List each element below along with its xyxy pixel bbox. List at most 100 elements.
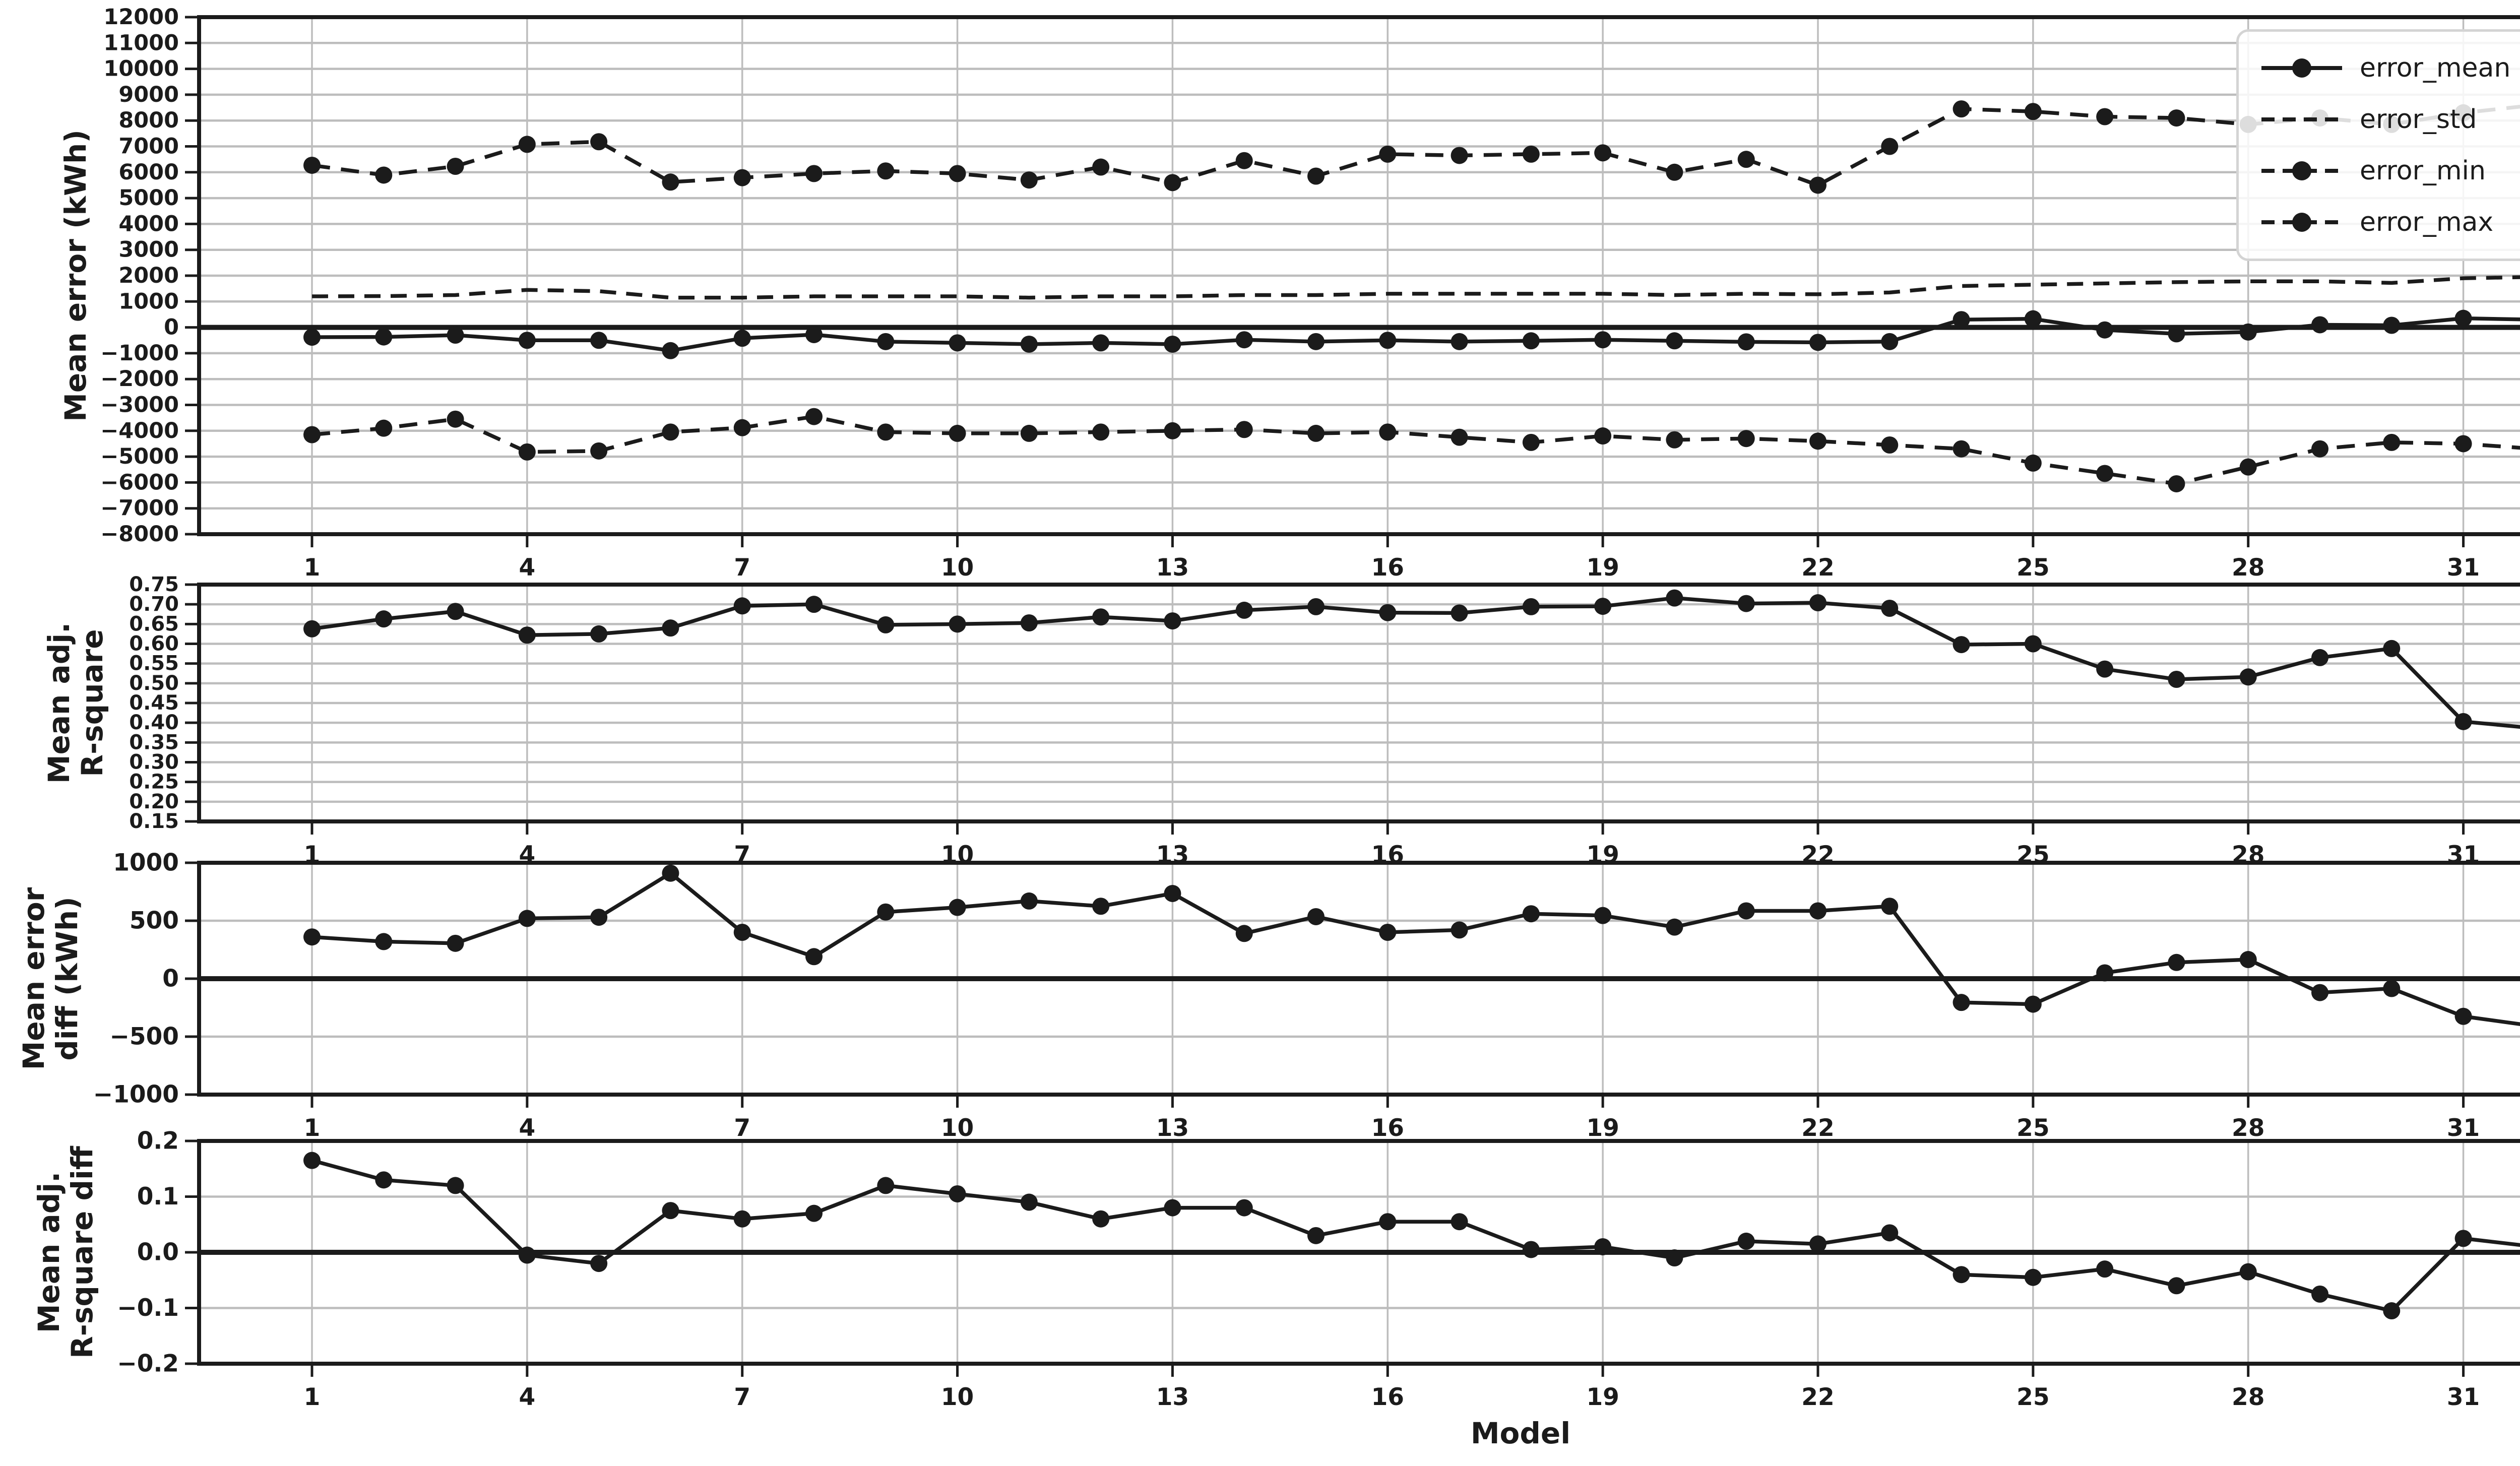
y-axis-label-line: Mean adj. bbox=[42, 622, 76, 784]
data-point-mean_error_diff bbox=[518, 910, 536, 927]
data-point-mean_error_diff bbox=[1881, 898, 1899, 915]
series-line-error_max bbox=[311, 104, 2520, 187]
data-point-mean_adj_r_square_diff bbox=[303, 1152, 321, 1169]
data-point-adj_r_square_mean bbox=[805, 596, 823, 613]
data-point-error_max bbox=[1379, 145, 1397, 163]
y-tick-label: −8000 bbox=[100, 522, 179, 547]
legend-label: error_min bbox=[2360, 156, 2486, 186]
data-point-error_min bbox=[303, 426, 321, 443]
data-point-adj_r_square_mean bbox=[1594, 598, 1612, 615]
y-tick-label: −7000 bbox=[100, 496, 179, 521]
y-tick-label: −3000 bbox=[100, 393, 179, 418]
legend-sample-marker bbox=[2292, 58, 2311, 78]
x-tick-label: 25 bbox=[2017, 1383, 2049, 1411]
data-point-error_mean bbox=[2383, 316, 2401, 334]
x-tick-label: 1 bbox=[304, 1114, 321, 1142]
data-point-error_mean bbox=[949, 334, 966, 352]
data-point-error_max bbox=[949, 165, 966, 182]
legend-sample-1 bbox=[2261, 117, 2342, 121]
data-point-error_mean bbox=[447, 326, 464, 344]
x-tick-label: 16 bbox=[1371, 1383, 1404, 1411]
data-point-mean_adj_r_square_diff bbox=[1809, 1235, 1826, 1253]
y-tick-label: −1000 bbox=[100, 341, 179, 366]
data-point-error_max bbox=[1092, 158, 1110, 176]
data-point-mean_error_diff bbox=[1666, 918, 1683, 936]
data-point-adj_r_square_mean bbox=[447, 603, 464, 620]
data-point-mean_adj_r_square_diff bbox=[1522, 1241, 1540, 1258]
y-tick-label: −500 bbox=[110, 1023, 179, 1051]
data-point-mean_error_diff bbox=[1379, 924, 1397, 941]
data-point-error_min bbox=[1379, 423, 1397, 441]
data-point-mean_error_diff bbox=[2168, 953, 2185, 971]
data-point-error_min bbox=[1952, 440, 1970, 458]
data-point-error_mean bbox=[1522, 332, 1540, 350]
data-point-error_max bbox=[733, 169, 751, 186]
data-point-error_max bbox=[590, 133, 608, 151]
data-point-error_mean bbox=[2311, 316, 2328, 334]
data-point-mean_error_diff bbox=[1307, 908, 1325, 925]
data-point-error_max bbox=[303, 156, 321, 174]
data-point-adj_r_square_mean bbox=[2168, 671, 2185, 688]
y-tick-label: 6000 bbox=[118, 160, 179, 185]
data-point-mean_adj_r_square_diff bbox=[2168, 1277, 2185, 1295]
data-point-error_mean bbox=[1666, 332, 1683, 350]
y-tick-label: 0 bbox=[164, 315, 179, 340]
data-point-mean_error_diff bbox=[1522, 905, 1540, 923]
data-point-adj_r_square_mean bbox=[1881, 600, 1899, 617]
data-point-mean_error_diff bbox=[1952, 994, 1970, 1011]
data-point-error_mean bbox=[1737, 333, 1755, 351]
subplot-4: 0.20.10.0−0.1−0.2147101316192225283134 bbox=[117, 1127, 2520, 1411]
data-point-error_max bbox=[1881, 138, 1899, 155]
data-point-error_max bbox=[375, 166, 393, 184]
y-axis-label-line: Mean adj. bbox=[32, 1171, 66, 1333]
data-point-adj_r_square_mean bbox=[949, 615, 966, 633]
x-tick-label: 4 bbox=[519, 554, 536, 582]
legend-sample-marker bbox=[2292, 213, 2311, 232]
data-point-mean_adj_r_square_diff bbox=[1952, 1266, 1970, 1284]
y-tick-label: 10000 bbox=[103, 56, 179, 82]
y-tick-label: 11000 bbox=[103, 30, 179, 55]
data-point-mean_error_diff bbox=[662, 864, 679, 882]
data-point-adj_r_square_mean bbox=[1666, 589, 1683, 607]
y-tick-label: 7000 bbox=[118, 134, 179, 159]
x-tick-label: 13 bbox=[1156, 554, 1189, 582]
data-point-mean_error_diff bbox=[447, 934, 464, 952]
y-tick-label: 0 bbox=[162, 965, 179, 993]
data-point-mean_adj_r_square_diff bbox=[1092, 1210, 1110, 1228]
data-point-mean_error_diff bbox=[1451, 921, 1468, 939]
y-tick-label: 0.50 bbox=[129, 672, 179, 695]
data-point-error_min bbox=[518, 443, 536, 461]
data-point-adj_r_square_mean bbox=[518, 626, 536, 644]
data-point-mean_error_diff bbox=[1092, 898, 1110, 915]
series-line-mean_error_diff bbox=[311, 871, 2520, 1026]
data-point-error_min bbox=[590, 442, 608, 460]
data-point-mean_adj_r_square_diff bbox=[1594, 1238, 1612, 1255]
legend-sample-0 bbox=[2261, 58, 2342, 78]
x-tick-label: 4 bbox=[519, 1114, 536, 1142]
x-tick-label: 22 bbox=[1801, 1383, 1834, 1411]
data-point-mean_adj_r_square_diff bbox=[1881, 1224, 1899, 1242]
legend-label: error_max bbox=[2360, 207, 2494, 237]
y-tick-label: 0.70 bbox=[129, 593, 179, 616]
y-tick-label: 500 bbox=[130, 907, 179, 935]
legend-item-error-std: error_std bbox=[2259, 97, 2520, 142]
data-point-error_min bbox=[662, 423, 679, 441]
y-tick-label: 0.25 bbox=[129, 771, 179, 794]
data-point-error_mean bbox=[1092, 334, 1110, 352]
y-tick-label: 0.60 bbox=[129, 632, 179, 656]
x-tick-label: 19 bbox=[1586, 1383, 1619, 1411]
data-point-adj_r_square_mean bbox=[2024, 635, 2042, 653]
data-point-mean_adj_r_square_diff bbox=[2096, 1260, 2114, 1278]
data-point-error_mean bbox=[877, 333, 895, 350]
legend-label: error_std bbox=[2360, 104, 2477, 135]
data-point-adj_r_square_mean bbox=[590, 625, 608, 643]
legend-item-error-min: error_min bbox=[2259, 149, 2520, 193]
data-point-error_mean bbox=[518, 332, 536, 349]
data-point-error_mean bbox=[805, 326, 823, 343]
data-point-adj_r_square_mean bbox=[2096, 660, 2114, 678]
data-point-error_min bbox=[2383, 433, 2401, 451]
y-tick-label: 1000 bbox=[118, 289, 179, 314]
y-tick-label: 0.30 bbox=[129, 751, 179, 774]
